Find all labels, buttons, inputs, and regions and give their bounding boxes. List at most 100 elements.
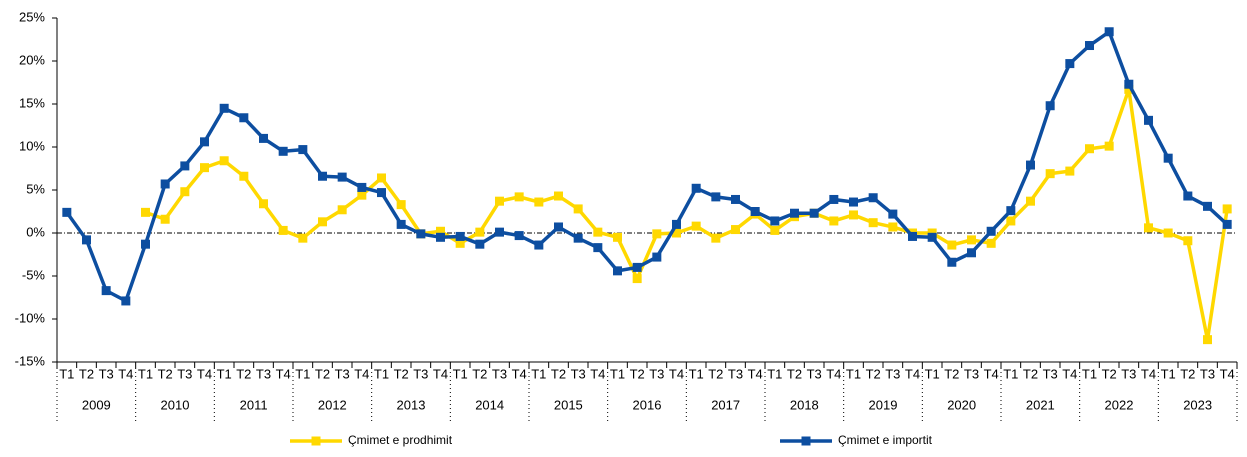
x-tick-label: T1 [453, 366, 468, 381]
x-tick-label: T3 [335, 366, 350, 381]
point-marker [1104, 27, 1114, 37]
point-marker [436, 232, 445, 242]
legend-label: Çmimet e prodhimit [348, 433, 453, 447]
y-tick-label: 20% [19, 52, 45, 67]
x-tick-label: T3 [807, 366, 822, 381]
x-tick-label: T4 [433, 366, 448, 381]
point-marker [829, 194, 839, 204]
x-tick-label: T3 [1200, 366, 1215, 381]
point-marker [1065, 59, 1075, 69]
legend-marker [801, 436, 811, 446]
x-tick-label: T4 [984, 366, 999, 381]
x-tick-label: T4 [1062, 366, 1077, 381]
point-marker [259, 133, 268, 143]
year-label: 2012 [318, 397, 347, 412]
point-marker [1203, 335, 1212, 345]
point-marker [554, 222, 563, 232]
x-tick-label: T3 [728, 366, 743, 381]
point-marker [888, 222, 898, 232]
point-marker [731, 225, 740, 235]
point-marker [318, 171, 327, 181]
point-marker [219, 103, 229, 113]
point-marker [888, 209, 898, 219]
point-marker [1222, 219, 1232, 229]
point-marker [1104, 141, 1114, 151]
point-marker [82, 235, 91, 245]
point-marker [239, 113, 249, 123]
x-tick-label: T4 [276, 366, 291, 381]
point-marker [475, 227, 485, 237]
point-marker [416, 229, 426, 239]
point-marker [1183, 191, 1193, 201]
x-tick-label: T3 [649, 366, 664, 381]
point-marker [573, 233, 583, 243]
point-marker [613, 266, 622, 276]
y-tick-label: 5% [26, 181, 45, 196]
point-marker [986, 226, 996, 236]
x-tick-label: T1 [1003, 366, 1018, 381]
year-label: 2014 [475, 397, 504, 412]
x-tick-label: T4 [905, 366, 920, 381]
point-marker [534, 197, 544, 207]
point-marker [1222, 204, 1232, 214]
y-tick-label: 15% [19, 95, 45, 110]
point-marker [711, 192, 721, 202]
point-marker [770, 225, 780, 235]
x-tick-label: T4 [826, 366, 841, 381]
point-marker [1124, 84, 1134, 94]
point-marker [1085, 144, 1094, 154]
point-marker [672, 228, 681, 238]
year-label: 2010 [161, 397, 190, 412]
point-marker [1026, 160, 1035, 170]
series-line [65, 30, 1229, 303]
point-marker [180, 187, 190, 197]
x-tick-label: T4 [1220, 366, 1235, 381]
point-marker [514, 192, 524, 202]
point-marker [849, 197, 858, 207]
point-marker [947, 257, 957, 267]
point-marker [1203, 201, 1212, 211]
point-marker [62, 207, 72, 217]
point-marker [1045, 101, 1055, 111]
point-marker [1163, 228, 1173, 238]
point-marker [200, 163, 209, 173]
x-tick-label: T3 [1121, 366, 1136, 381]
point-marker [613, 232, 622, 242]
point-marker [632, 274, 642, 284]
y-tick-label: 10% [19, 138, 45, 153]
point-marker [514, 231, 524, 241]
point-marker [377, 188, 386, 198]
point-marker [160, 179, 170, 189]
point-marker [986, 238, 996, 248]
point-marker [868, 193, 878, 203]
x-tick-label: T3 [99, 366, 114, 381]
year-label: 2017 [711, 397, 740, 412]
x-tick-label: T2 [158, 366, 173, 381]
x-tick-label: T2 [630, 366, 645, 381]
point-marker [554, 191, 563, 201]
point-marker [180, 161, 190, 171]
point-marker [337, 205, 347, 215]
year-label: 2009 [82, 397, 111, 412]
point-marker [1045, 169, 1055, 179]
x-tick-label: T2 [394, 366, 409, 381]
y-tick-label: 25% [19, 9, 45, 24]
x-tick-label: T4 [748, 366, 763, 381]
x-tick-label: T1 [138, 366, 153, 381]
point-marker [1124, 79, 1134, 89]
point-marker [790, 208, 799, 218]
x-tick-label: T2 [1180, 366, 1195, 381]
x-tick-label: T4 [1141, 366, 1156, 381]
point-marker [141, 239, 150, 249]
point-marker [1065, 166, 1075, 176]
x-tick-label: T2 [315, 366, 330, 381]
x-tick-label: T3 [177, 366, 192, 381]
year-label: 2022 [1105, 397, 1134, 412]
point-marker [278, 146, 288, 156]
legend-marker [311, 436, 321, 446]
x-tick-label: T2 [1023, 366, 1038, 381]
x-tick-label: T4 [590, 366, 605, 381]
x-tick-label: T1 [1082, 366, 1097, 381]
point-marker [868, 218, 878, 228]
x-tick-label: T1 [1161, 366, 1176, 381]
